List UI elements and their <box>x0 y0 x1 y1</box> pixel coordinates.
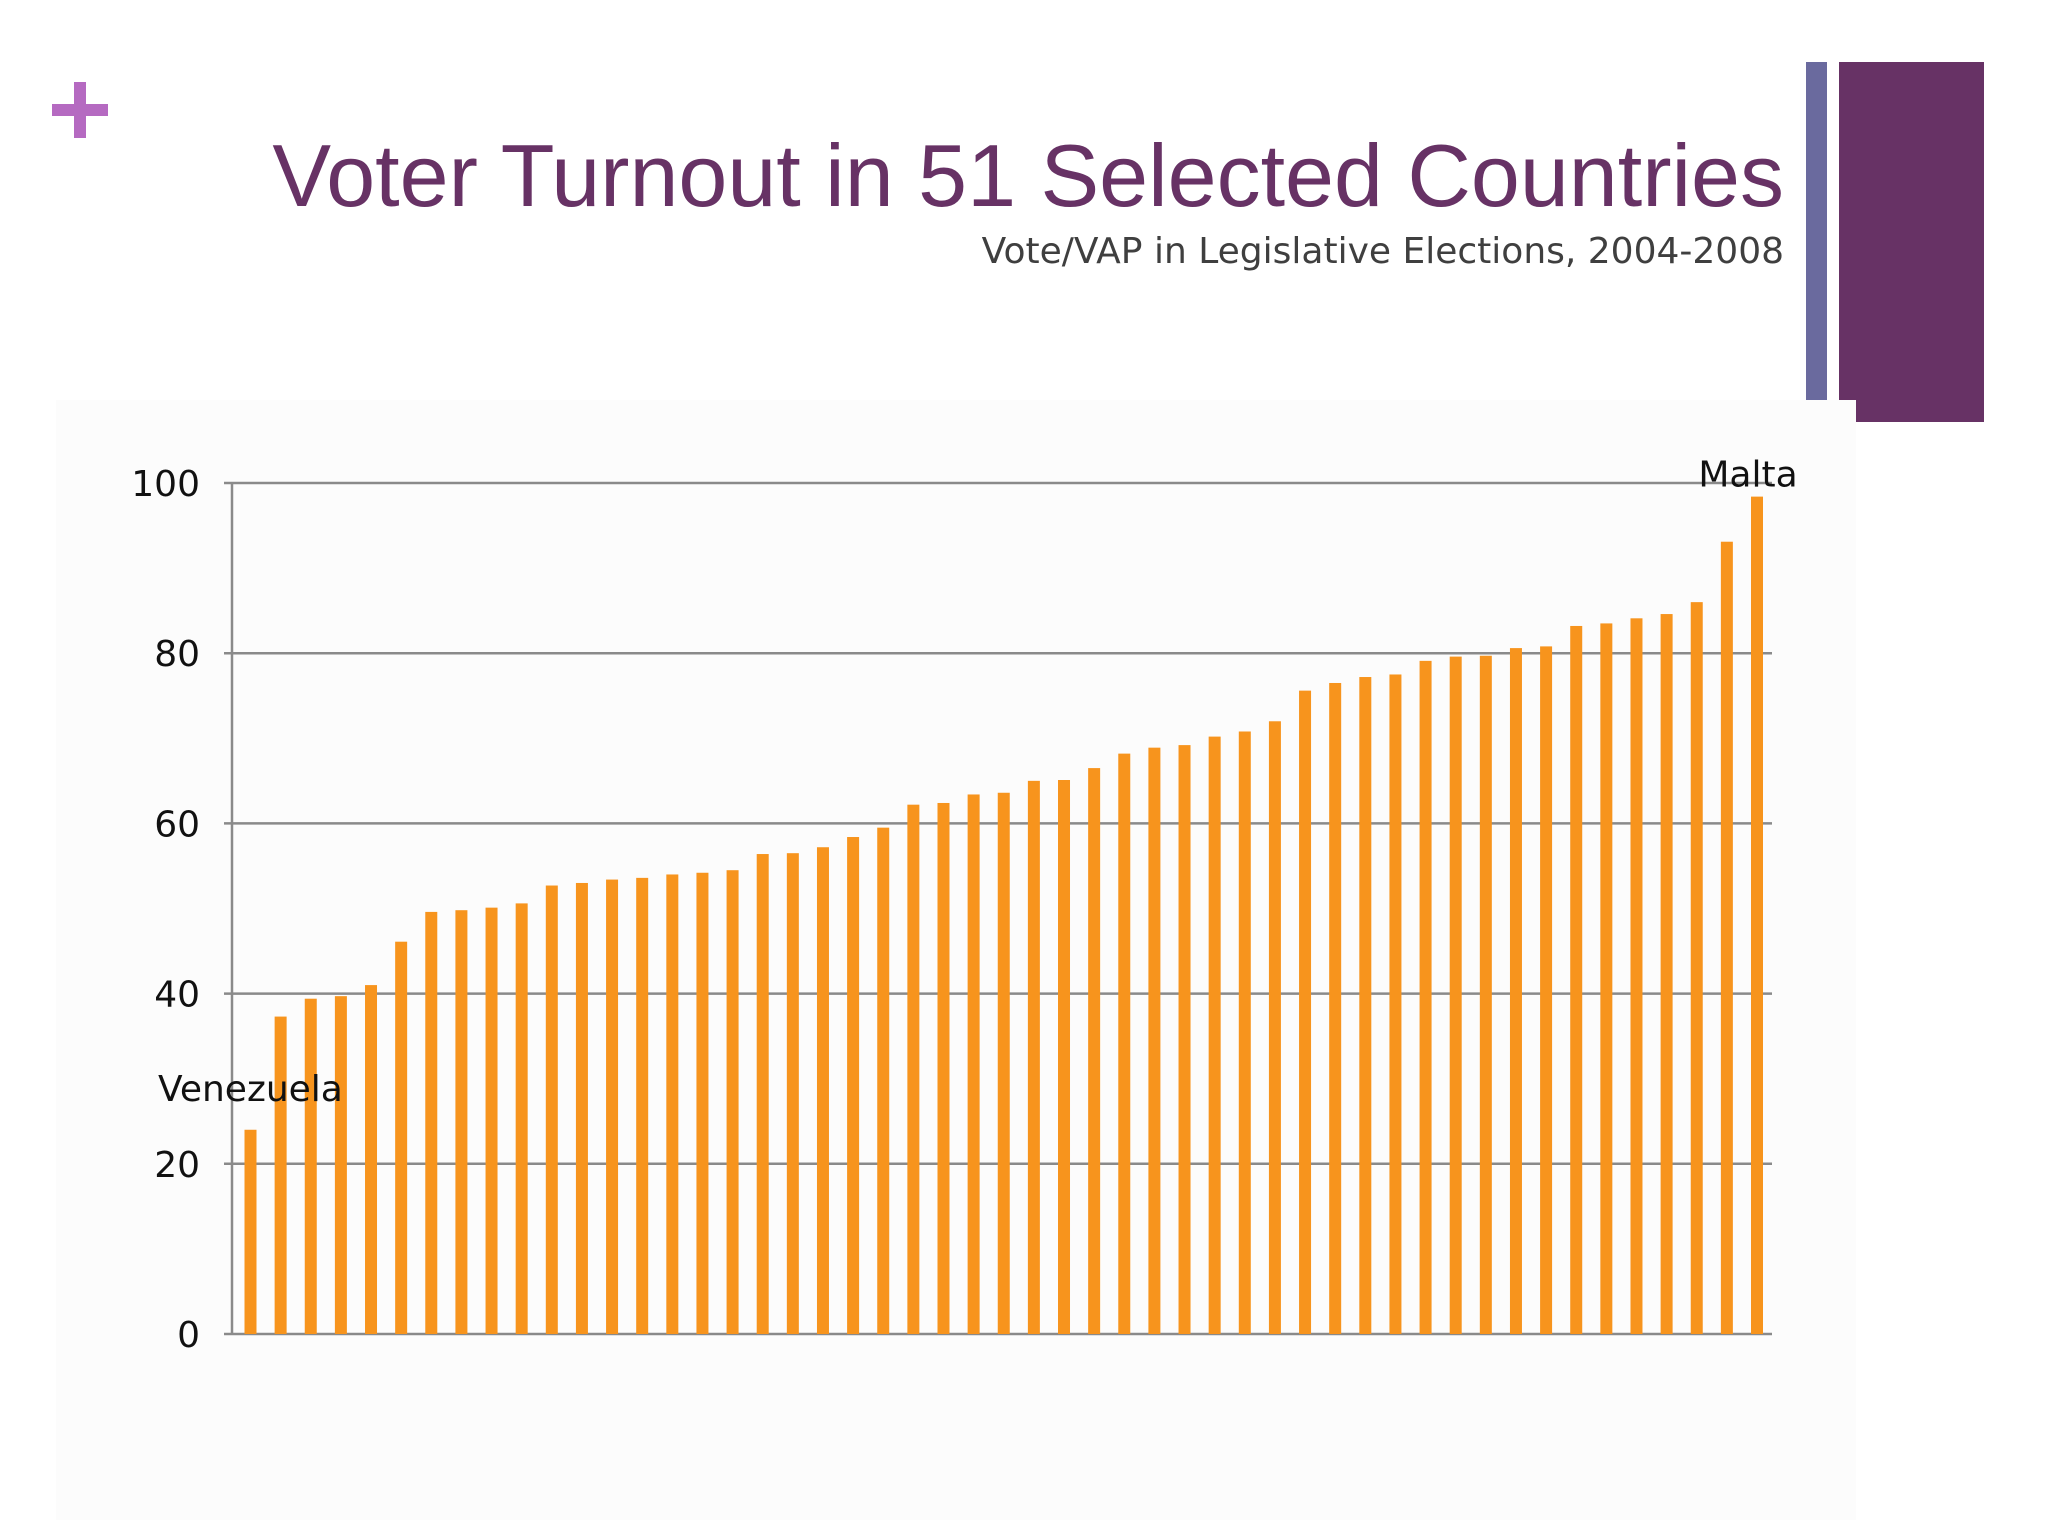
y-tick-label-100: 100 <box>131 464 200 505</box>
y-tick-label-80: 80 <box>154 634 200 675</box>
bar-11 <box>545 885 558 1334</box>
bar-30 <box>1118 753 1131 1334</box>
bar-19 <box>786 853 799 1334</box>
bar-4 <box>334 996 347 1334</box>
bar-7 <box>425 911 438 1334</box>
chart-area: 0 20 40 60 80 100 Venezuela Malta <box>56 400 1856 1520</box>
bar-47 <box>1630 618 1643 1334</box>
bar-2 <box>274 1016 287 1334</box>
bar-27 <box>1027 780 1040 1334</box>
accent-bar-wide <box>1839 62 1984 422</box>
bar-6 <box>395 941 408 1334</box>
bar-chart: 0 20 40 60 80 100 Venezuela Malta <box>131 455 1797 1356</box>
bar-34 <box>1238 731 1251 1334</box>
bar-17 <box>726 870 739 1334</box>
plus-icon <box>48 78 112 142</box>
bar-36 <box>1299 690 1312 1334</box>
bar-49 <box>1690 602 1703 1334</box>
bar-26 <box>997 792 1010 1334</box>
bar-22 <box>877 827 890 1334</box>
bar-42 <box>1479 655 1492 1334</box>
bar-21 <box>847 837 860 1334</box>
bar-10 <box>515 903 528 1334</box>
bar-25 <box>967 794 980 1334</box>
bar-45 <box>1570 625 1583 1334</box>
bar-38 <box>1359 677 1372 1334</box>
slide-subtitle: Vote/VAP in Legislative Elections, 2004-… <box>981 231 1784 272</box>
bar-15 <box>666 874 679 1334</box>
labels: 0 20 40 60 80 100 Venezuela Malta <box>131 455 1797 1356</box>
bar-31 <box>1148 747 1161 1334</box>
bar-14 <box>636 877 649 1334</box>
annotation-venezuela: Venezuela <box>158 1069 343 1110</box>
annotation-malta: Malta <box>1698 455 1797 496</box>
bar-51 <box>1751 496 1763 1335</box>
bar-32 <box>1178 745 1191 1334</box>
bar-18 <box>756 854 769 1334</box>
y-tick-label-40: 40 <box>154 975 200 1016</box>
bar-39 <box>1389 674 1402 1334</box>
bar-41 <box>1449 656 1462 1334</box>
bar-50 <box>1720 541 1733 1334</box>
bar-35 <box>1268 721 1281 1334</box>
y-tick-label-20: 20 <box>154 1145 200 1186</box>
bar-33 <box>1208 736 1221 1334</box>
y-tick-label-60: 60 <box>154 804 200 845</box>
bar-9 <box>485 907 498 1334</box>
bar-1 <box>244 1129 257 1334</box>
slide-title: Voter Turnout in 51 Selected Countries <box>272 126 1784 225</box>
accent-bar-thin <box>1806 62 1827 422</box>
bar-12 <box>575 882 588 1334</box>
bars <box>244 496 1763 1335</box>
bar-13 <box>606 879 619 1334</box>
bar-20 <box>816 847 829 1334</box>
bar-40 <box>1419 660 1432 1334</box>
bar-46 <box>1600 623 1613 1334</box>
bar-8 <box>455 910 468 1334</box>
bar-5 <box>365 985 378 1334</box>
bar-3 <box>304 998 317 1334</box>
bar-28 <box>1058 779 1071 1334</box>
bar-43 <box>1509 648 1522 1334</box>
bar-37 <box>1329 682 1342 1334</box>
bar-24 <box>937 802 950 1334</box>
bar-48 <box>1660 614 1673 1334</box>
bar-29 <box>1088 768 1101 1334</box>
bar-23 <box>907 804 920 1334</box>
bar-16 <box>696 872 709 1334</box>
bar-44 <box>1540 646 1553 1334</box>
y-tick-label-0: 0 <box>177 1315 200 1356</box>
